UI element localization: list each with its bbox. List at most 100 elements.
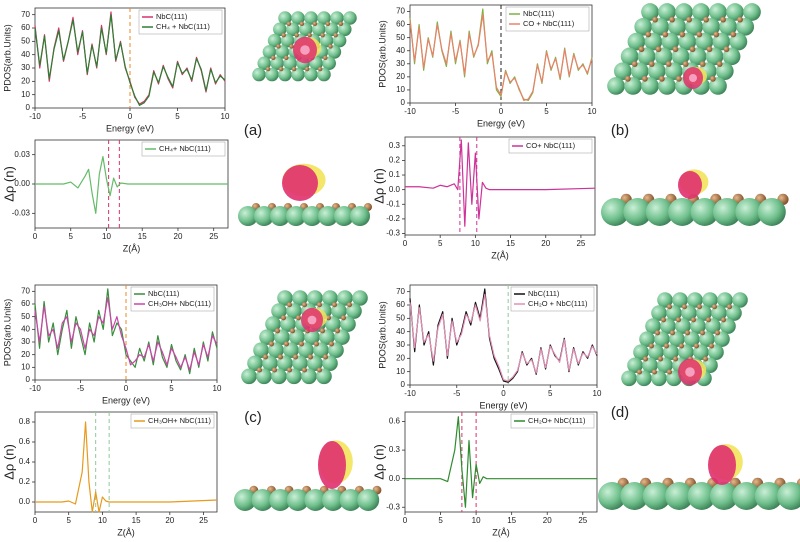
panel-label: (a) [244,122,262,139]
c-atom [289,44,294,49]
c-atom [346,302,353,308]
c-atom [301,367,308,373]
c-atom [696,304,703,310]
c-atom [669,330,676,336]
c-atom [689,46,696,53]
c-atom [660,317,667,323]
plot: -10 -5 0 5 10 0 10 20 30 40 50 60 70 Energy (eV) PDOS(… [377,284,602,410]
c-atom [665,61,672,67]
c-atom [262,354,269,360]
nb-atom [634,17,653,36]
nb-atom [307,290,323,306]
x-tick-label: 15 [506,239,515,248]
y-tick-label: -0.3 [386,502,400,511]
legend-box [510,413,595,429]
nb-atom [658,3,676,21]
c-atom [648,61,655,67]
charge-magenta [318,441,346,489]
nb-atom [668,198,697,226]
legend-label: NbC(111) [148,289,180,298]
nb-atom [607,77,625,95]
nb-atom [757,198,786,226]
x-tick-label: 5 [438,516,443,525]
x-axis-label: Z(Å) [123,243,141,253]
x-tick-label: 0 [128,112,133,121]
nb-atom [627,32,646,51]
y-tick-label: 40 [396,46,405,55]
c-atom [278,66,284,72]
c-atom [299,21,305,27]
nb-atom [269,489,292,511]
charge-core [300,45,310,55]
legend-box [130,286,215,312]
y-tick-label: -0.1 [386,199,400,208]
nb-atom [322,489,344,511]
y-axis-label: PDOS(arb.Units) [377,20,387,88]
nb-atom [238,206,258,226]
c-atom [693,343,700,349]
c-atom [696,31,703,38]
y-tick-label: 70 [21,286,30,295]
side-view [601,169,789,226]
x-tick-label: 10 [102,232,111,241]
nb-atom [672,292,688,308]
c-atom [648,343,655,349]
x-tick-label: -5 [77,384,85,393]
plot: 0 5 10 15 20 25 -0.3 -0.2 -0.1 0.0 0.1 0.2 0.3 Z(Å) Δρ… [371,136,596,260]
c-atom [711,304,718,310]
x-tick-label: 10 [472,516,481,525]
y-axis-label: Δρ (n) [371,444,386,480]
x-tick-label: 20 [165,516,174,525]
y-tick-label: 30 [21,63,30,72]
c-atom [703,16,709,23]
c-atom [690,317,697,323]
nb-atom [317,11,331,25]
top-view [252,11,357,82]
x-tick-label: 15 [132,516,141,525]
nb-atom [278,11,292,25]
y-tick-label: -0.03 [12,208,31,217]
x-axis-label: Energy (eV) [477,118,525,128]
x-axis-label: Energy (eV) [479,400,527,410]
c-atom [320,32,325,38]
c-atom [686,16,692,23]
nb-atom [271,303,287,319]
x-axis-label: Z(Å) [117,527,135,537]
x-tick-label: 5 [438,239,443,248]
nb-atom [598,482,626,510]
x-tick-label: 5 [175,112,180,121]
series-line [405,416,597,508]
c-atom [682,61,689,67]
nb-atom [690,198,719,226]
c-atom [333,32,338,38]
nb-atom [286,206,306,226]
nb-atom [252,67,266,82]
y-axis-label: PDOS(arb.Units) [377,301,387,369]
legend-label: NbC(111) [523,9,555,18]
nb-atom [657,292,673,308]
charge-magenta [678,171,702,199]
y-tick-label: 60 [396,20,405,29]
charge-core [307,315,317,325]
y-tick-label: 60 [396,300,405,309]
y-tick-label: 70 [396,7,405,16]
nb-atom [743,3,761,21]
nb-atom [322,290,338,306]
nb-atom [291,11,305,25]
c-atom [292,354,299,360]
nb-atom [270,206,290,226]
charge-magenta [282,165,318,201]
c-atom [271,55,276,60]
plot: -10 -5 0 5 10 0 10 20 30 40 50 60 70 Energy (eV) PDOS(… [2,284,222,405]
y-tick-label: 40 [396,327,405,336]
x-tick-label: 0 [403,516,408,525]
y-tick-label: 50 [396,33,405,42]
x-tick-label: 15 [138,232,147,241]
nb-atom [645,198,674,226]
y-tick-label: 30 [396,340,405,349]
plot-frame [404,136,596,236]
c-atom [294,32,299,38]
c-atom [702,356,709,362]
y-tick-label: 0 [401,98,406,107]
